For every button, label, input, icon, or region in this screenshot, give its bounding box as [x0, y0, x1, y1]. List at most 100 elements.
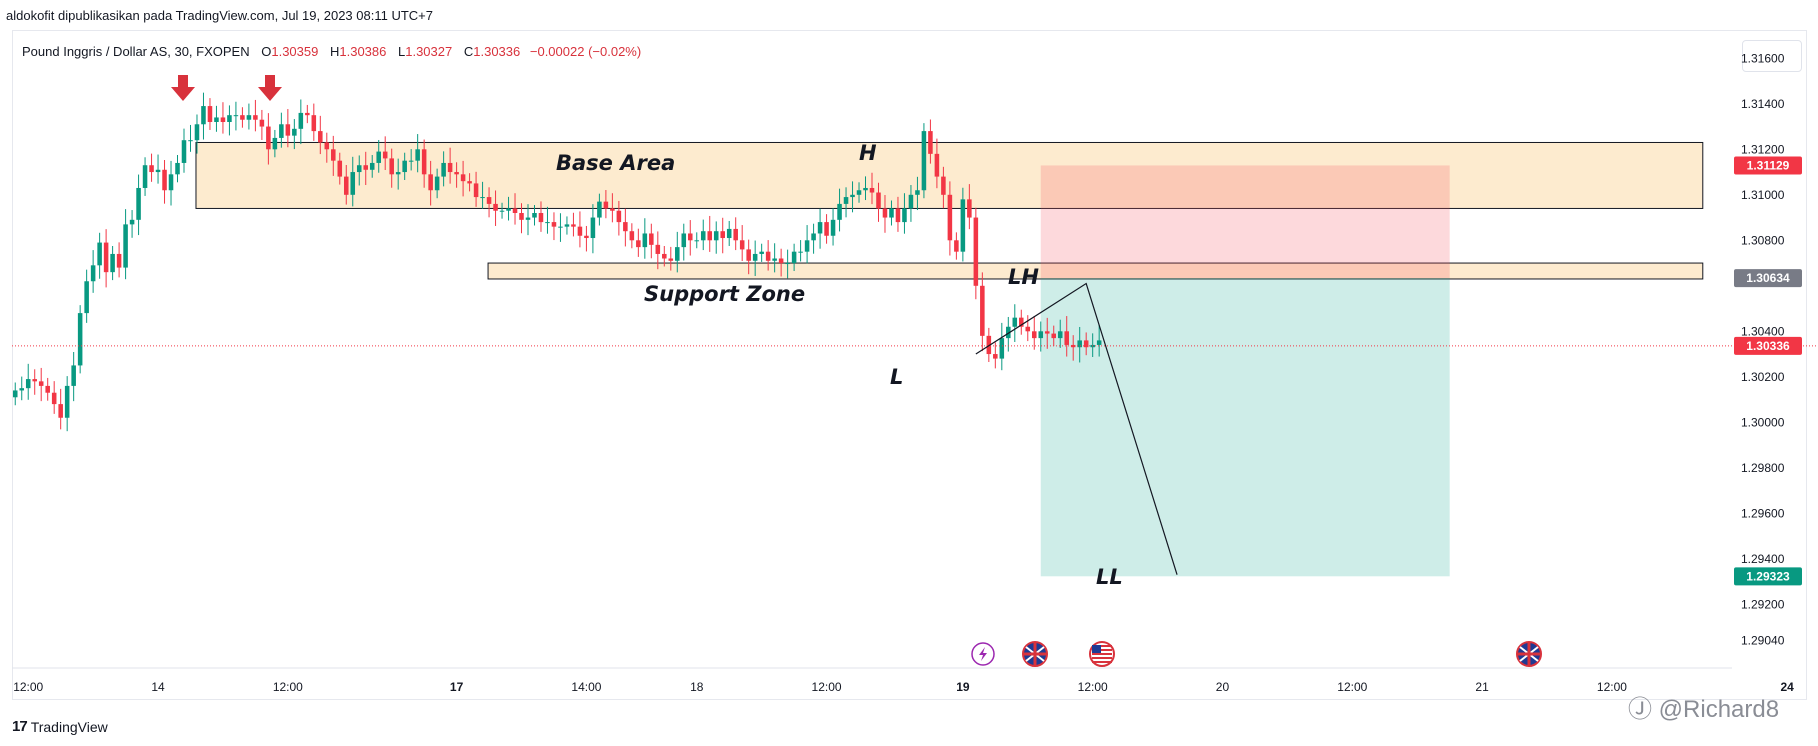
candle-body — [687, 233, 693, 241]
open-label: O — [261, 44, 272, 59]
candle-body — [1044, 331, 1050, 334]
candle-body — [123, 224, 128, 268]
price-badge-label: 1.30336 — [1746, 339, 1790, 353]
candle-body — [168, 174, 174, 191]
x-tick-label: 18 — [690, 680, 704, 694]
x-tick-label: 14:00 — [571, 680, 601, 694]
candle-body — [876, 192, 881, 209]
x-tick-label: 21 — [1475, 680, 1489, 694]
candles-group — [12, 92, 1102, 432]
zone-rect — [487, 262, 1704, 280]
down-arrow-icon — [258, 75, 282, 101]
candle-body — [694, 240, 700, 242]
candle-body — [486, 197, 492, 204]
y-tick-label: 1.30200 — [1741, 370, 1785, 384]
candle-body — [311, 115, 317, 132]
candle-body — [928, 131, 933, 154]
x-tick-label: 12:00 — [13, 680, 43, 694]
y-tick-label: 1.29040 — [1741, 634, 1785, 648]
y-tick-label: 1.29400 — [1741, 552, 1785, 566]
candle-body — [460, 174, 466, 182]
candle-body — [759, 251, 764, 254]
candle-body — [415, 149, 420, 161]
x-tick-label: 12:00 — [1078, 680, 1108, 694]
high-label: H — [329, 44, 340, 59]
candle-body — [58, 404, 63, 418]
candle-body — [707, 231, 713, 241]
candle-body — [292, 128, 297, 136]
candle-body — [713, 231, 719, 241]
candle-body — [869, 187, 875, 193]
candle-body — [778, 258, 784, 264]
candle-body — [266, 126, 271, 150]
candle-body — [240, 115, 245, 120]
candle-body — [369, 162, 375, 170]
candle-body — [71, 365, 76, 386]
candle-body — [577, 226, 583, 236]
x-tick-label: 12:00 — [273, 680, 303, 694]
candle-body — [623, 222, 628, 232]
candle-body — [84, 281, 89, 314]
candle-body — [843, 197, 849, 204]
candle-body — [1083, 340, 1089, 348]
candle-body — [584, 235, 589, 239]
candle-body — [428, 174, 433, 191]
candle-body — [64, 385, 70, 418]
candle-body — [1064, 331, 1069, 345]
candle-body — [356, 165, 362, 173]
price-badge-label: 1.31129 — [1747, 158, 1790, 172]
candle-body — [603, 201, 609, 209]
candle-body — [1012, 317, 1018, 327]
candle-body — [155, 169, 161, 173]
candle-body — [1038, 331, 1044, 339]
candle-body — [434, 176, 440, 191]
candle-body — [506, 208, 511, 211]
x-tick-label: 20 — [1216, 680, 1230, 694]
candle-body — [532, 213, 537, 218]
candle-body — [1077, 340, 1082, 348]
candle-body — [51, 392, 57, 405]
candle-body — [636, 240, 641, 248]
y-tick-label: 1.29600 — [1741, 506, 1785, 520]
candle-body — [38, 381, 44, 386]
candle-body — [25, 379, 31, 389]
candle-body — [519, 213, 524, 220]
candle-body — [746, 249, 751, 261]
candle-body — [824, 222, 829, 236]
candle-body — [610, 208, 615, 211]
x-tick-label: 12:00 — [1337, 680, 1367, 694]
y-tick-label: 1.31600 — [1741, 51, 1785, 65]
candle-body — [1025, 326, 1031, 332]
candle-body — [681, 233, 687, 248]
x-tick-label: 12:00 — [812, 680, 842, 694]
candle-body — [259, 119, 265, 127]
price-badge — [1734, 336, 1802, 355]
candle-body — [136, 187, 141, 220]
y-tick-label: 1.30000 — [1741, 415, 1785, 429]
candle-body — [662, 253, 667, 259]
candle-body — [934, 153, 940, 177]
y-tick-label: 1.30400 — [1741, 324, 1785, 338]
y-tick-label: 1.31400 — [1741, 97, 1785, 111]
chart-settings-button[interactable] — [1742, 40, 1802, 72]
candle-body — [791, 251, 797, 264]
candle-body — [980, 285, 985, 336]
tradingview-logo-text: TradingView — [30, 718, 108, 735]
candle-body — [181, 140, 187, 163]
candle-body — [493, 203, 498, 211]
candle-body — [655, 244, 661, 254]
candle-body — [447, 162, 453, 173]
candle-body — [545, 222, 550, 224]
candle-body — [856, 190, 862, 195]
candle-body — [480, 197, 485, 199]
candle-body — [441, 162, 446, 177]
swing-label-ll: LL — [1096, 565, 1123, 589]
candle-body — [993, 354, 998, 359]
candle-body — [382, 151, 388, 159]
candle-body — [558, 226, 563, 228]
projection-path-line — [975, 282, 1178, 575]
candle-body — [395, 172, 401, 175]
y-tick-label: 1.30800 — [1741, 233, 1785, 247]
candle-body — [318, 131, 323, 143]
